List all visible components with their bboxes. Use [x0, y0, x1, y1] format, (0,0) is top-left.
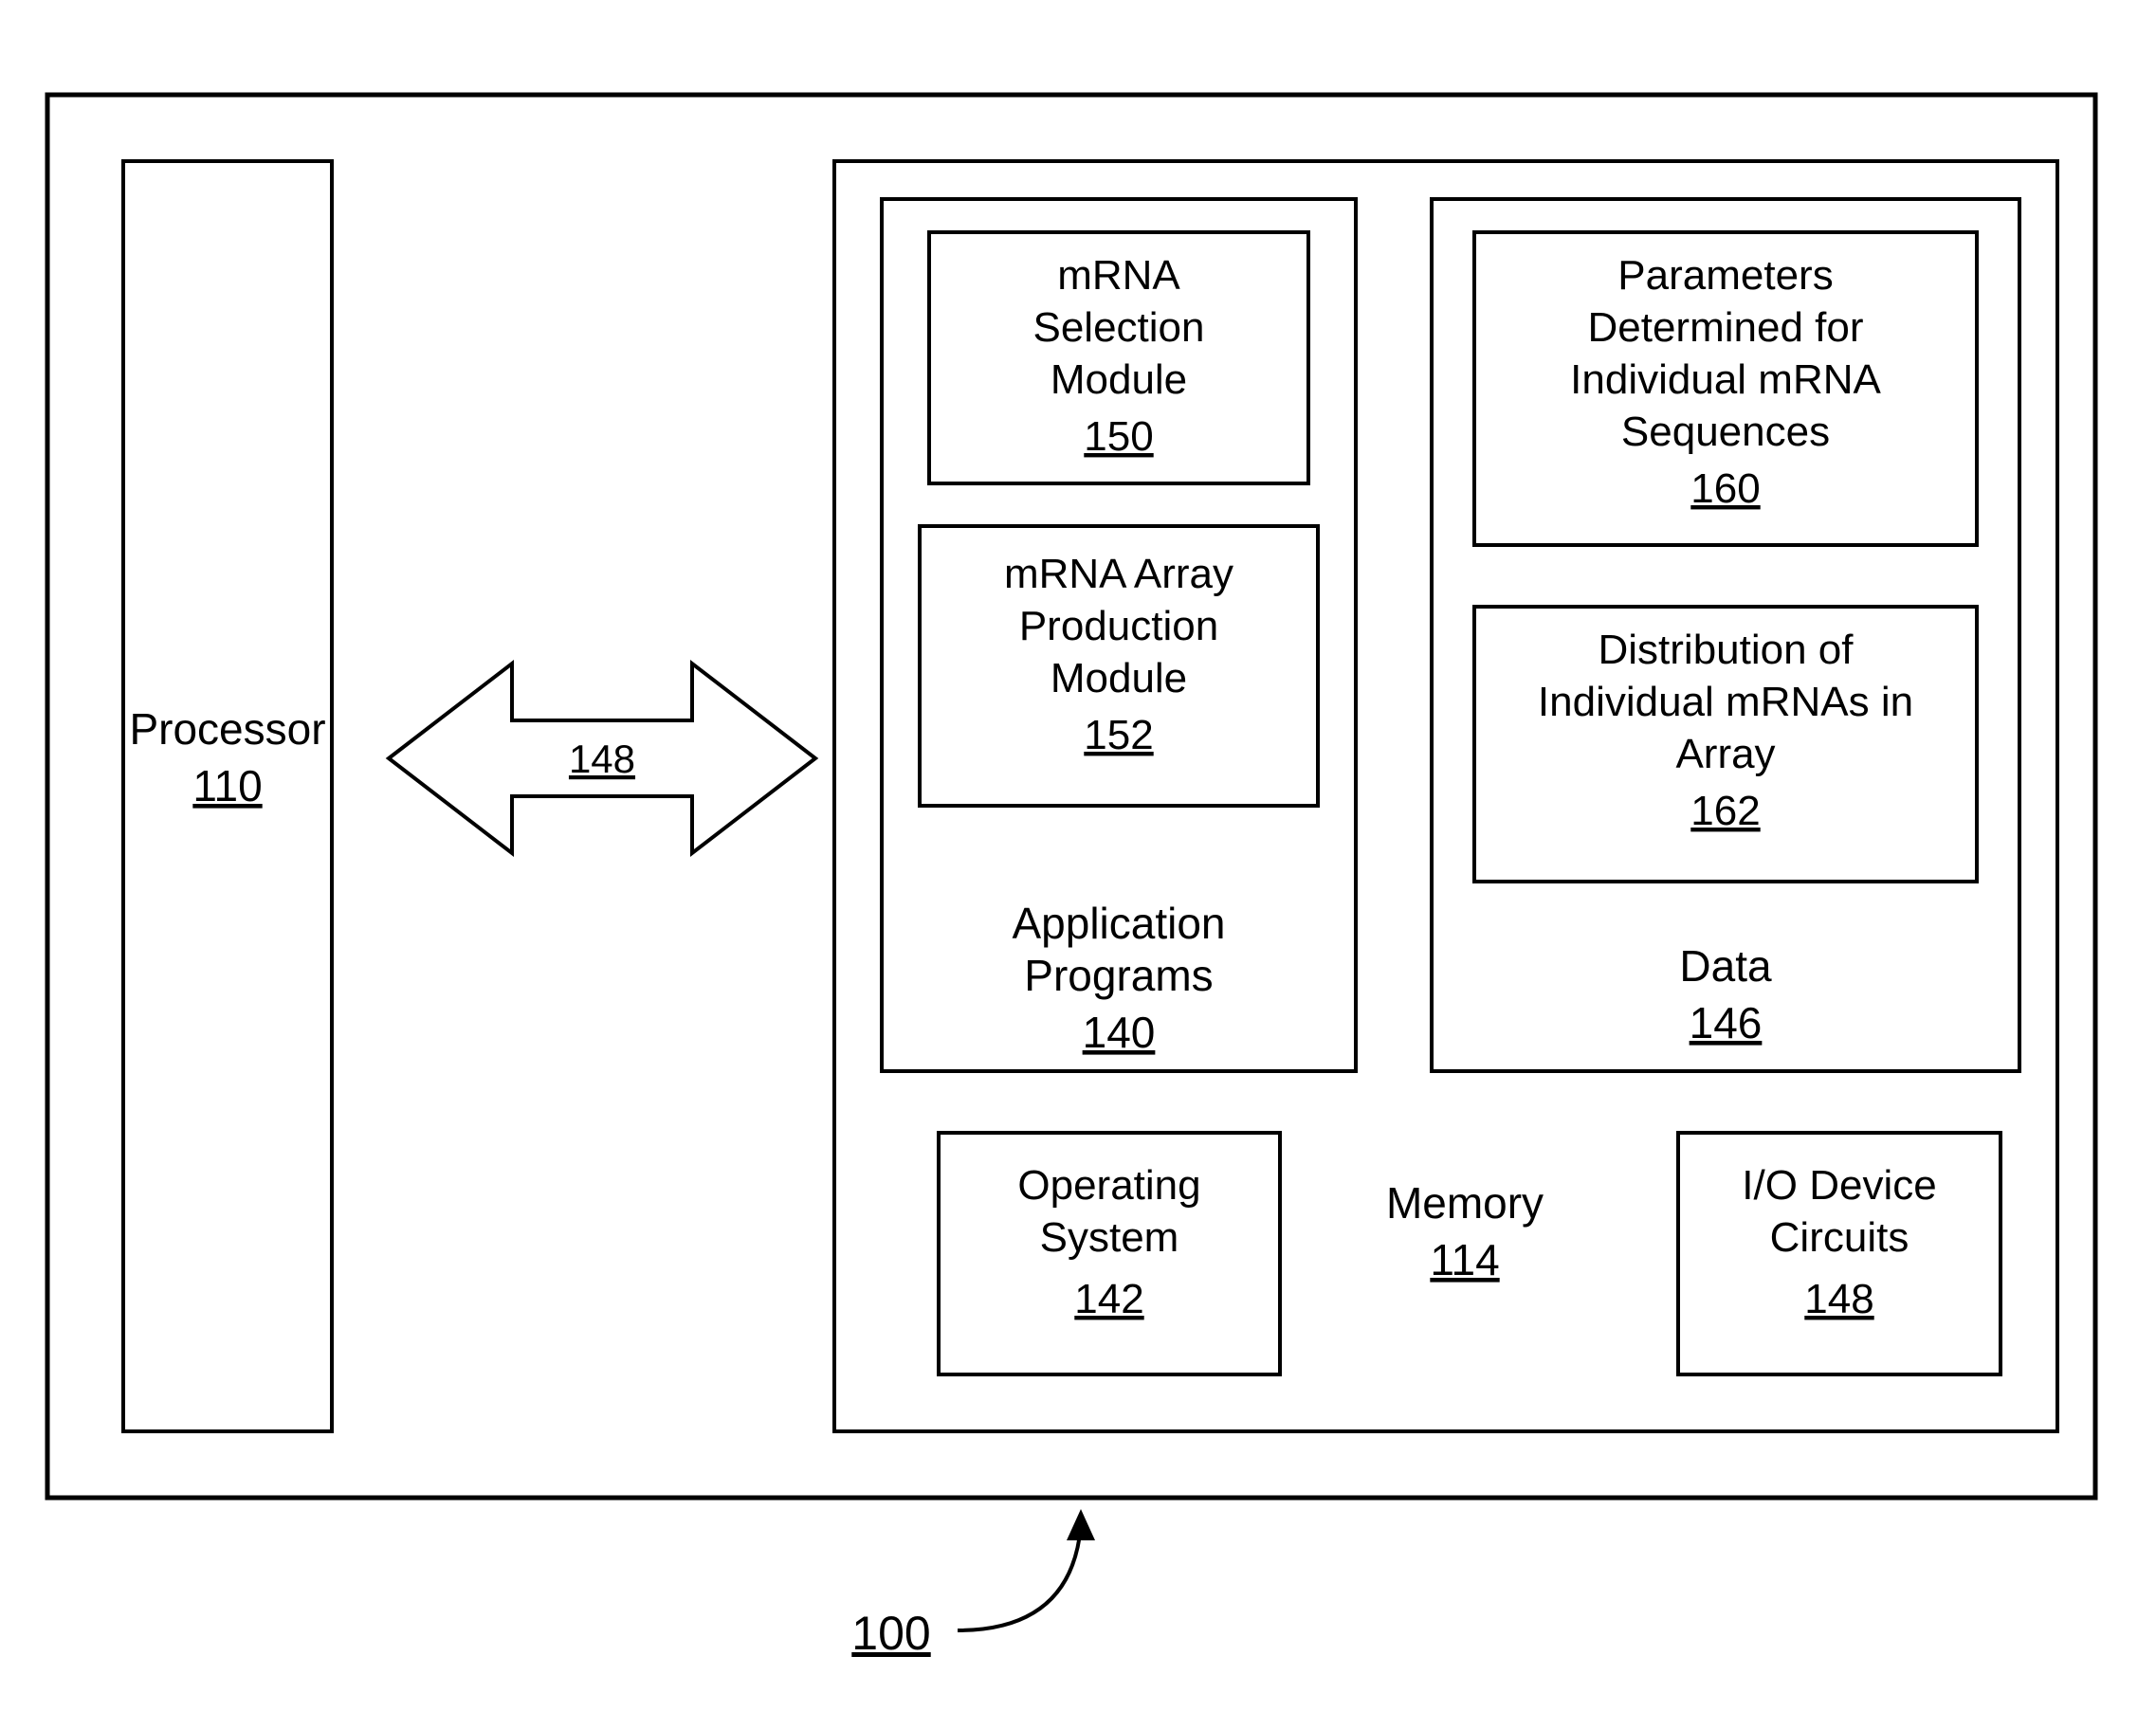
data-ref: 146 — [1690, 998, 1763, 1047]
dist-l2: Individual mRNAs in — [1538, 679, 1913, 725]
mrna-sel-l3: Module — [1051, 356, 1187, 403]
bus-ref: 148 — [569, 737, 635, 781]
io-l1: I/O Device — [1742, 1162, 1936, 1209]
mrna-sel-ref: 150 — [1084, 413, 1153, 460]
mrna-array-l2: Production — [1019, 603, 1218, 649]
params-l1: Parameters — [1617, 252, 1833, 299]
processor-ref: 110 — [192, 761, 262, 810]
dist-l3: Array — [1675, 731, 1775, 777]
memory-label: Memory — [1386, 1178, 1544, 1228]
system-ref: 100 — [851, 1607, 930, 1660]
apps-label-2: Programs — [1024, 951, 1213, 1000]
mrna-array-l3: Module — [1051, 655, 1187, 701]
os-ref: 142 — [1074, 1276, 1143, 1322]
params-l3: Individual mRNA — [1570, 356, 1881, 403]
system-ref-arrowhead — [1067, 1509, 1095, 1540]
dist-ref: 162 — [1690, 788, 1760, 834]
system-diagram: Processor 110 148 Application Programs 1… — [0, 0, 2156, 1729]
apps-ref: 140 — [1083, 1008, 1156, 1057]
mrna-array-ref: 152 — [1084, 712, 1153, 758]
dist-l1: Distribution of — [1598, 627, 1854, 673]
params-ref: 160 — [1690, 465, 1760, 512]
system-ref-arrow — [958, 1526, 1081, 1630]
mrna-sel-l1: mRNA — [1057, 252, 1180, 299]
apps-label-1: Application — [1012, 899, 1225, 948]
os-l1: Operating — [1017, 1162, 1200, 1209]
mrna-sel-l2: Selection — [1032, 304, 1204, 351]
data-label: Data — [1679, 941, 1772, 991]
io-l2: Circuits — [1770, 1214, 1909, 1261]
processor-label: Processor — [129, 704, 325, 754]
memory-ref: 114 — [1430, 1235, 1499, 1284]
io-ref: 148 — [1804, 1276, 1873, 1322]
params-l2: Determined for — [1587, 304, 1863, 351]
os-l2: System — [1040, 1214, 1179, 1261]
mrna-array-l1: mRNA Array — [1004, 551, 1233, 597]
params-l4: Sequences — [1621, 409, 1830, 455]
